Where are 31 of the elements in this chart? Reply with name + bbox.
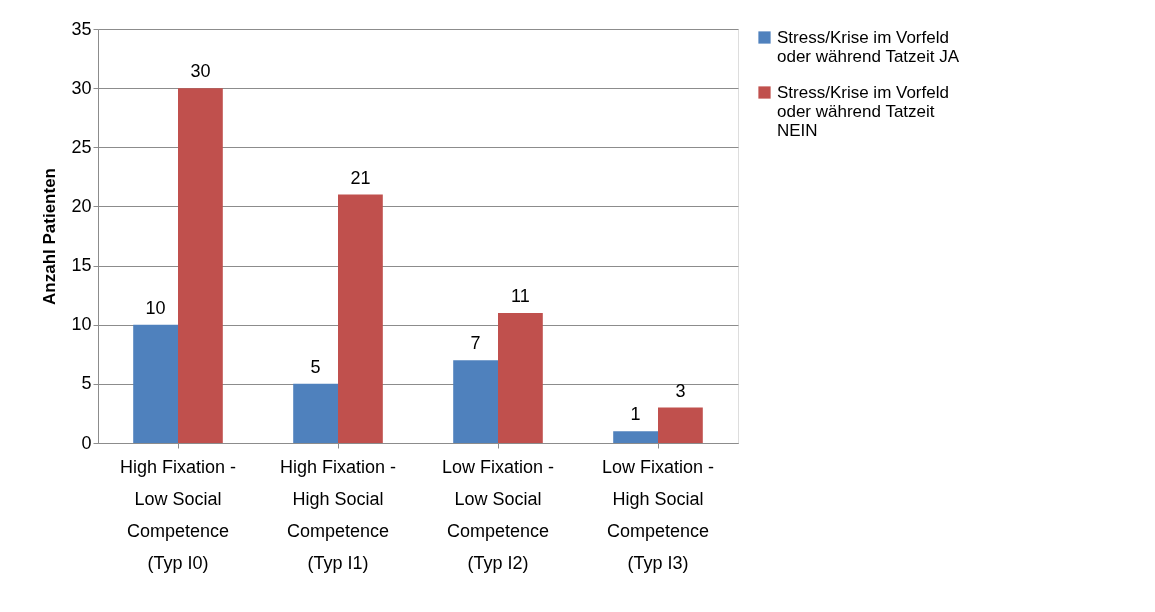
bar xyxy=(338,194,383,443)
y-tick-label: 5 xyxy=(81,373,92,394)
bar xyxy=(453,360,498,443)
y-tick-label: 15 xyxy=(71,255,92,276)
bar xyxy=(133,324,178,443)
bar xyxy=(658,407,703,443)
x-tick-label: High Fixation - Low Social Competence (Typ I0) xyxy=(119,456,237,573)
y-tick-label: 20 xyxy=(71,195,92,216)
y-tick-label: 25 xyxy=(71,136,92,157)
legend-label: Stress/Krise im Vorfeld oder während Tatzeit NEIN xyxy=(777,82,949,140)
data-label: 10 xyxy=(145,297,166,318)
data-label: 5 xyxy=(310,356,321,377)
data-label: 1 xyxy=(630,404,641,425)
bar xyxy=(498,312,543,443)
data-label: 11 xyxy=(511,285,530,306)
y-tick-label: 10 xyxy=(71,314,92,335)
bar xyxy=(613,431,658,443)
data-label: 3 xyxy=(675,380,686,401)
y-axis-title: Anzahl Patienten xyxy=(40,168,60,305)
data-label: 21 xyxy=(350,167,371,188)
x-tick-label: Low Fixation - Low Social Competence (Typ I2) xyxy=(441,456,555,573)
y-tick-label: 35 xyxy=(71,18,92,39)
x-tick-label: Low Fixation - High Social Competence (Typ I3) xyxy=(601,456,715,573)
data-label: 7 xyxy=(470,333,481,354)
legend-label: Stress/Krise im Vorfeld oder während Tatzeit JA xyxy=(777,27,960,66)
x-tick-label: High Fixation - High Social Competence (Typ I1) xyxy=(279,456,397,573)
y-tick-label: 0 xyxy=(81,432,92,453)
bar xyxy=(293,383,338,443)
y-tick-label: 30 xyxy=(71,77,92,98)
bar xyxy=(178,88,223,443)
data-label: 30 xyxy=(190,61,211,82)
